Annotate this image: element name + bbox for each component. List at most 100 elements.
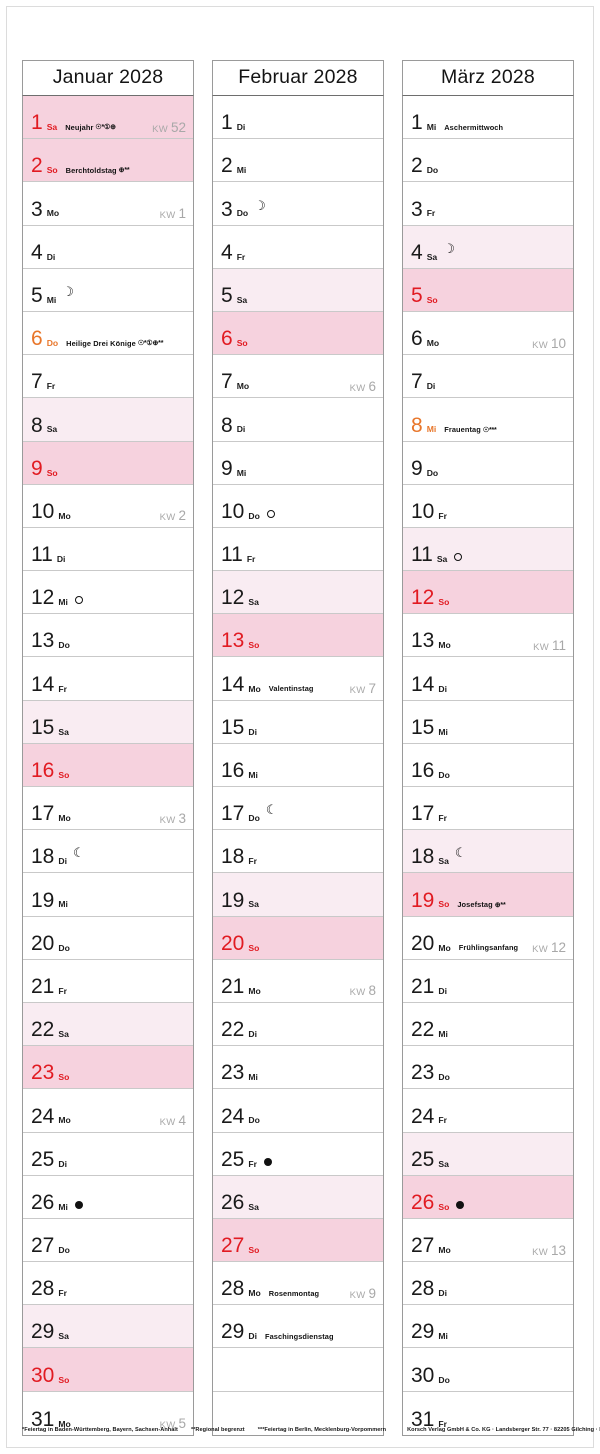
day-row[interactable]: 18 Di ☾ <box>23 830 193 874</box>
day-row[interactable]: 31 Mo KW 5 <box>23 1391 193 1435</box>
day-row[interactable]: 6 So <box>213 311 383 356</box>
day-row[interactable]: 13 So <box>213 614 383 658</box>
day-row[interactable]: 25 Sa <box>403 1132 573 1176</box>
day-row[interactable]: 26 Sa <box>213 1175 383 1219</box>
day-row[interactable]: 14 Di <box>403 657 573 701</box>
day-row[interactable]: 12 Mi <box>23 571 193 615</box>
day-number: 23 <box>411 1061 435 1085</box>
day-row[interactable]: 1 Mi Aschermittwoch <box>403 96 573 140</box>
day-row[interactable]: 8 Mi Frauentag ☉*** <box>403 398 573 442</box>
day-row[interactable]: 17 Mo KW 3 <box>23 787 193 831</box>
day-row[interactable]: 8 Sa <box>23 398 193 442</box>
day-row[interactable]: 14 Mo Valentinstag KW 7 <box>213 657 383 701</box>
day-row[interactable]: 7 Fr <box>23 355 193 399</box>
day-row[interactable]: 12 So <box>403 571 573 615</box>
day-row[interactable]: 3 Mo KW 1 <box>23 182 193 226</box>
day-row[interactable]: 6 Do Heilige Drei Könige ☉*①⊕** <box>23 311 193 356</box>
day-row[interactable]: 17 Fr <box>403 787 573 831</box>
day-row[interactable]: 27 Mo KW 13 <box>403 1218 573 1263</box>
day-row[interactable]: 20 Do <box>23 916 193 960</box>
weekday-abbr: Mi <box>438 1331 448 1342</box>
day-row[interactable]: 3 Do ☽ <box>213 182 383 226</box>
day-row[interactable]: 15 Di <box>213 700 383 744</box>
day-row[interactable]: 23 Mi <box>213 1046 383 1090</box>
day-row[interactable]: 28 Di <box>403 1262 573 1306</box>
day-row[interactable]: 22 Mi <box>403 1002 573 1047</box>
day-row[interactable]: 25 Di <box>23 1132 193 1176</box>
day-row[interactable]: 24 Fr <box>403 1089 573 1133</box>
day-row[interactable]: 5 Sa <box>213 268 383 312</box>
day-number: 12 <box>31 586 55 610</box>
day-row[interactable]: 24 Do <box>213 1089 383 1133</box>
day-row[interactable]: 18 Sa ☾ <box>403 830 573 874</box>
day-row[interactable]: 26 So <box>403 1175 573 1219</box>
day-row[interactable]: 18 Fr <box>213 830 383 874</box>
day-row[interactable]: 21 Di <box>403 959 573 1003</box>
day-row[interactable]: 7 Mo KW 6 <box>213 355 383 399</box>
day-row[interactable]: 11 Di <box>23 527 193 572</box>
day-row[interactable]: 5 So <box>403 268 573 312</box>
day-row[interactable]: 23 So <box>23 1046 193 1090</box>
day-row[interactable]: 30 Do <box>403 1348 573 1392</box>
day-row[interactable]: 9 Do <box>403 441 573 485</box>
day-row[interactable]: 6 Mo KW 10 <box>403 311 573 356</box>
day-row[interactable]: 27 Do <box>23 1218 193 1263</box>
day-row[interactable]: 28 Fr <box>23 1262 193 1306</box>
day-row[interactable]: 5 Mi ☽ <box>23 268 193 312</box>
day-row[interactable]: 4 Di <box>23 225 193 269</box>
day-row[interactable]: 19 Mi <box>23 873 193 917</box>
day-row[interactable]: 21 Mo KW 8 <box>213 959 383 1003</box>
weekday-abbr: Mo <box>438 1244 451 1255</box>
weekday-abbr: Sa <box>426 251 438 262</box>
day-row[interactable]: 17 Do ☾ <box>213 787 383 831</box>
day-row[interactable]: 16 Mi <box>213 743 383 787</box>
day-row[interactable]: 10 Fr <box>403 484 573 528</box>
day-row[interactable]: 26 Mi <box>23 1175 193 1219</box>
day-row[interactable]: 11 Fr <box>213 527 383 572</box>
day-row[interactable]: 11 Sa <box>403 527 573 572</box>
day-row[interactable]: 4 Sa ☽ <box>403 225 573 269</box>
day-row[interactable]: 12 Sa <box>213 571 383 615</box>
day-number: 6 <box>221 327 233 351</box>
day-row[interactable]: 29 Mi <box>403 1305 573 1349</box>
day-row[interactable]: 27 So <box>213 1218 383 1263</box>
weekday-abbr: Di <box>58 1158 67 1169</box>
day-row[interactable]: 19 So Josefstag ⊕** <box>403 873 573 917</box>
day-row[interactable]: 20 So <box>213 916 383 960</box>
day-row[interactable]: 30 So <box>23 1348 193 1392</box>
day-row[interactable]: 7 Di <box>403 355 573 399</box>
day-row[interactable]: 10 Do <box>213 484 383 528</box>
day-row[interactable]: 14 Fr <box>23 657 193 701</box>
day-row[interactable]: 22 Di <box>213 1002 383 1047</box>
day-row[interactable]: 13 Do <box>23 614 193 658</box>
day-row[interactable]: 1 Sa Neujahr ☉*①⊕ KW 52 <box>23 96 193 140</box>
day-row[interactable]: 4 Fr <box>213 225 383 269</box>
day-number: 1 <box>411 111 423 135</box>
day-row[interactable]: 31 Fr <box>403 1391 573 1435</box>
day-row[interactable]: 22 Sa <box>23 1002 193 1047</box>
day-row[interactable]: 9 Mi <box>213 441 383 485</box>
day-row[interactable]: 20 Mo Frühlingsanfang KW 12 <box>403 916 573 960</box>
day-row[interactable]: 15 Mi <box>403 700 573 744</box>
day-row[interactable]: 28 Mo Rosenmontag KW 9 <box>213 1262 383 1306</box>
day-row[interactable]: 15 Sa <box>23 700 193 744</box>
day-row[interactable]: 16 Do <box>403 743 573 787</box>
day-row[interactable]: 16 So <box>23 743 193 787</box>
day-row[interactable]: 3 Fr <box>403 182 573 226</box>
day-row[interactable]: 29 Sa <box>23 1305 193 1349</box>
day-row[interactable]: 25 Fr <box>213 1132 383 1176</box>
day-row[interactable]: 23 Do <box>403 1046 573 1090</box>
day-row[interactable]: 13 Mo KW 11 <box>403 614 573 658</box>
day-row[interactable]: 24 Mo KW 4 <box>23 1089 193 1133</box>
day-row[interactable]: 10 Mo KW 2 <box>23 484 193 528</box>
day-row[interactable]: 2 Do <box>403 139 573 183</box>
day-row[interactable]: 2 Mi <box>213 139 383 183</box>
week-number: KW 7 <box>350 682 376 696</box>
day-row[interactable]: 8 Di <box>213 398 383 442</box>
day-row[interactable]: 2 So Berchtoldstag ⊕** <box>23 139 193 183</box>
day-row[interactable]: 21 Fr <box>23 959 193 1003</box>
day-row[interactable]: 9 So <box>23 441 193 485</box>
day-row[interactable]: 19 Sa <box>213 873 383 917</box>
day-row[interactable]: 29 Di Faschingsdienstag <box>213 1305 383 1349</box>
day-row[interactable]: 1 Di <box>213 96 383 140</box>
